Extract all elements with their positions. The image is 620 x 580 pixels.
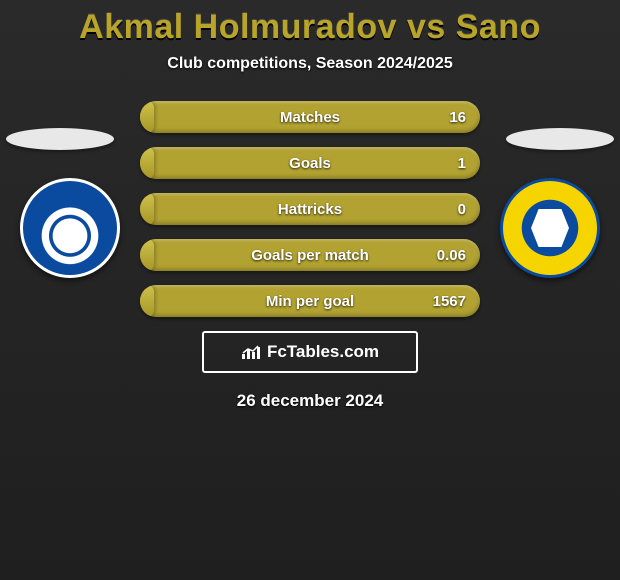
stat-value-right: 0	[458, 193, 466, 225]
player-left-placeholder	[6, 128, 114, 150]
stat-value-right: 0.06	[437, 239, 466, 271]
stats-list: Matches16 Goals1 Hattricks0 Goals per match…	[140, 101, 480, 317]
stat-value-right: 16	[449, 101, 466, 133]
stat-label: Goals	[140, 147, 480, 179]
brand-link[interactable]: FcTables.com	[202, 331, 418, 373]
stat-row: Goals per match0.06	[140, 239, 480, 271]
comparison-card: Akmal Holmuradov vs Sano Club competitio…	[0, 0, 620, 411]
stat-row: Goals1	[140, 147, 480, 179]
date-label: 26 december 2024	[0, 391, 620, 411]
stat-row: Hattricks0	[140, 193, 480, 225]
chart-icon	[241, 344, 261, 360]
brand-label: FcTables.com	[267, 342, 379, 362]
stat-row: Matches16	[140, 101, 480, 133]
stat-label: Matches	[140, 101, 480, 133]
stat-value-right: 1	[458, 147, 466, 179]
subtitle: Club competitions, Season 2024/2025	[0, 55, 620, 73]
page-title: Akmal Holmuradov vs Sano	[0, 8, 620, 47]
stat-label: Goals per match	[140, 239, 480, 271]
stat-row: Min per goal1567	[140, 285, 480, 317]
stat-value-right: 1567	[433, 285, 466, 317]
club-badge-right[interactable]	[500, 178, 600, 278]
stat-label: Hattricks	[140, 193, 480, 225]
player-right-placeholder	[506, 128, 614, 150]
club-left-stars-icon: ★ ★	[52, 188, 85, 199]
stat-label: Min per goal	[140, 285, 480, 317]
